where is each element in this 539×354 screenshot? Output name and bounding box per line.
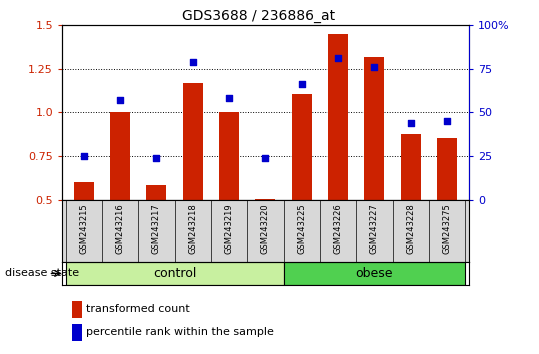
Point	[334, 55, 342, 61]
Text: GSM243217: GSM243217	[152, 203, 161, 254]
Bar	[437, 138, 457, 200]
Point	[79, 153, 88, 159]
Text: GSM243216: GSM243216	[116, 203, 125, 254]
Bar	[364, 57, 384, 200]
Bar	[284, 262, 465, 285]
Text: GSM243228: GSM243228	[406, 203, 415, 254]
Bar	[401, 134, 421, 200]
Bar	[147, 185, 167, 200]
Text: GSM243227: GSM243227	[370, 203, 379, 254]
Point	[189, 59, 197, 64]
Text: control: control	[153, 267, 196, 280]
Bar	[110, 112, 130, 200]
Text: GSM243220: GSM243220	[261, 203, 270, 254]
Text: obese: obese	[356, 267, 393, 280]
Text: transformed count: transformed count	[86, 304, 190, 314]
Point	[261, 155, 270, 161]
Text: disease state: disease state	[5, 268, 80, 279]
Bar	[292, 94, 312, 200]
Bar	[72, 301, 82, 318]
Text: GSM243225: GSM243225	[298, 203, 306, 254]
Bar	[328, 34, 348, 200]
Point	[152, 155, 161, 161]
Text: GSM243226: GSM243226	[334, 203, 343, 254]
Point	[298, 81, 306, 87]
Bar	[74, 182, 94, 200]
Text: GDS3688 / 236886_at: GDS3688 / 236886_at	[182, 9, 335, 23]
Point	[116, 97, 125, 103]
Bar	[183, 84, 203, 200]
Point	[370, 64, 379, 70]
Bar	[219, 112, 239, 200]
Point	[225, 96, 233, 101]
Bar	[255, 199, 275, 200]
Point	[406, 120, 415, 126]
Point	[443, 118, 452, 124]
Bar	[66, 262, 284, 285]
Bar	[72, 324, 82, 341]
Text: percentile rank within the sample: percentile rank within the sample	[86, 327, 274, 337]
Text: GSM243219: GSM243219	[225, 203, 233, 254]
Text: GSM243275: GSM243275	[443, 203, 452, 254]
Text: GSM243218: GSM243218	[188, 203, 197, 254]
Text: GSM243215: GSM243215	[79, 203, 88, 254]
